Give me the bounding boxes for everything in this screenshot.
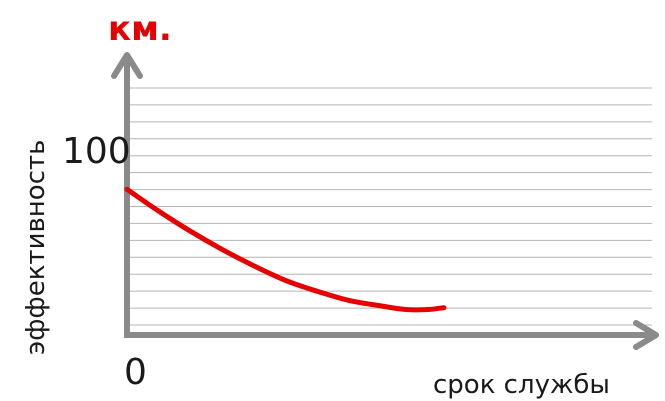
x-axis-label: срок службы <box>433 370 610 400</box>
y-axis-arrow <box>111 52 143 79</box>
grid-lines <box>127 87 652 326</box>
chart-unit-label: км. <box>108 9 172 49</box>
x-axis-arrow <box>633 320 659 350</box>
y-axis-label: эффективность <box>21 140 51 355</box>
y-tick-label-100: 100 <box>62 131 131 172</box>
x-tick-label-0: 0 <box>124 352 147 393</box>
series-line <box>124 186 447 313</box>
